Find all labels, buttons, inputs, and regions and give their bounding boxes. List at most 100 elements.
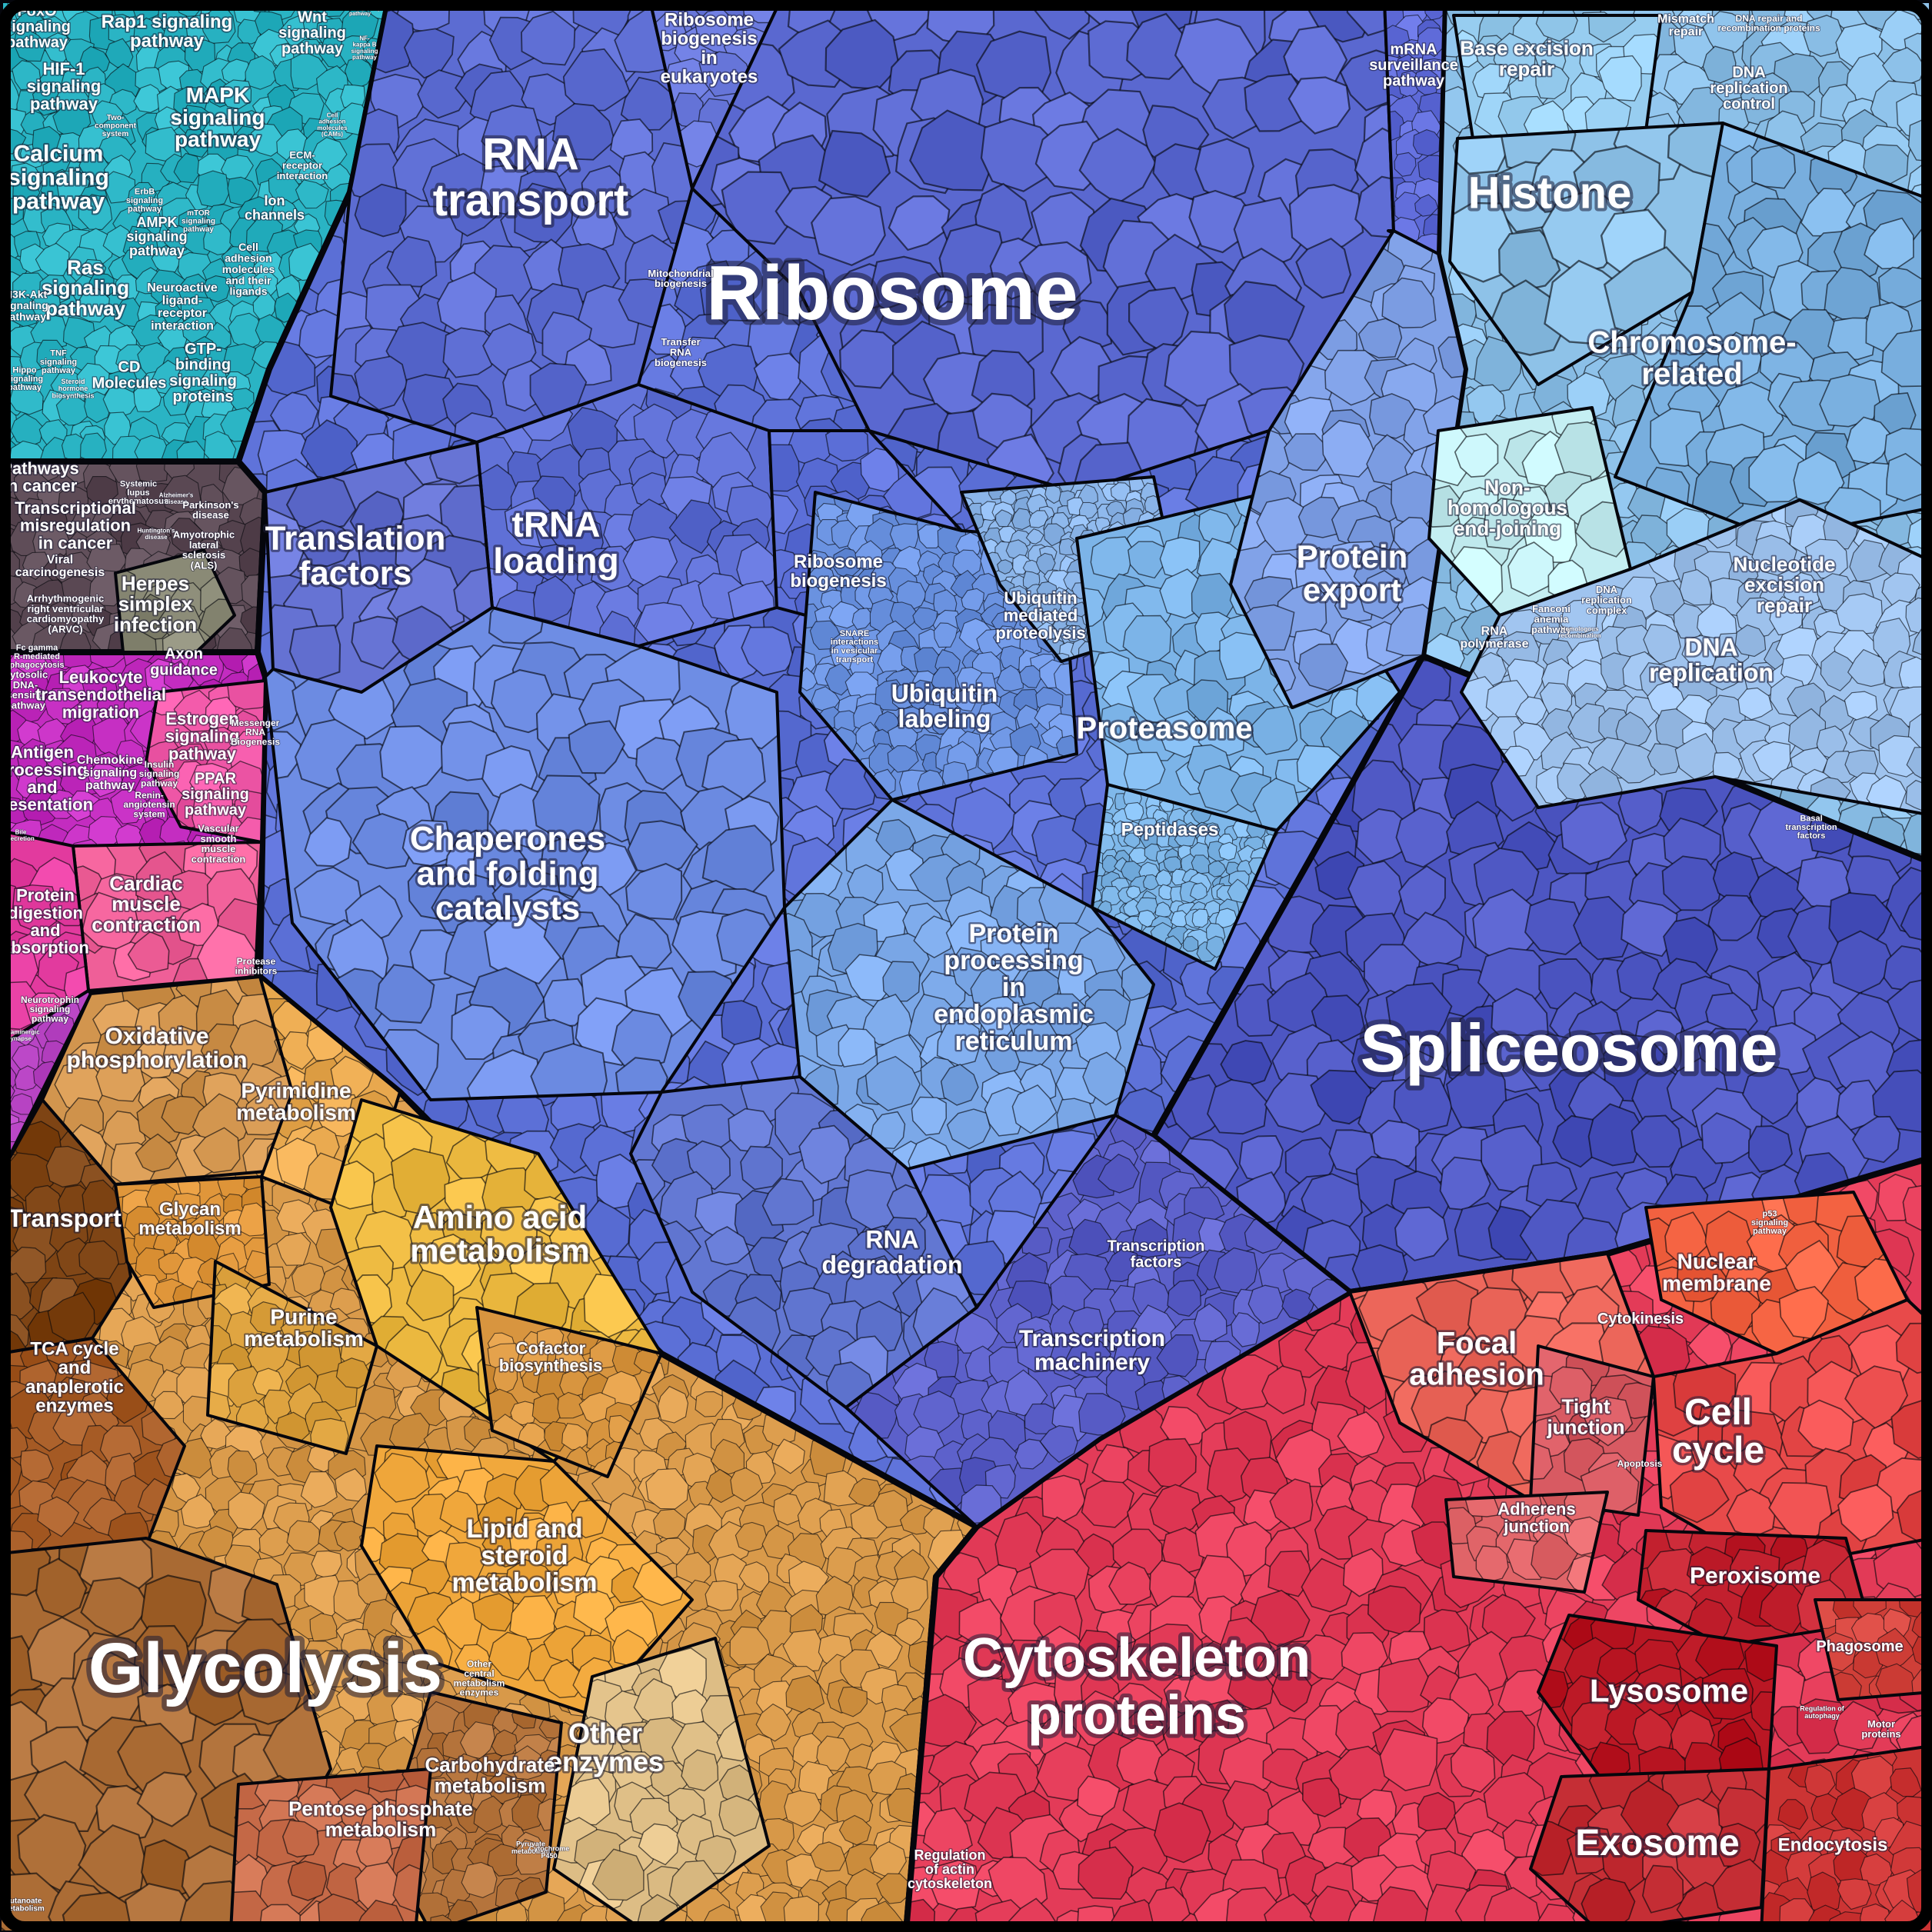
label-arvc: Arrhythmogenic right ventricular cardiomyo… (27, 592, 105, 635)
label-protease-inhibitors: Protease inhibitors (235, 956, 278, 976)
label-exosome: Exosome (1575, 1823, 1739, 1864)
label-fanconi: Fanconi anemia pathway (1531, 603, 1572, 635)
subregion-peptidases (1091, 783, 1278, 971)
label-chemokine: Chemokine signaling pathway (77, 754, 143, 792)
subregion-nuclear-membrane (1644, 1191, 1909, 1355)
label-adherens: Adherens junction (1497, 1499, 1575, 1536)
label-cd: CD Molecules (92, 359, 167, 392)
label-bile: Bile secretion (7, 829, 35, 842)
label-tca: TCA cycle and anaplerotic enzymes (25, 1338, 124, 1416)
label-spliceosome: Spliceosome (1361, 1010, 1778, 1086)
label-sle: Systemic lupus erythematosus (108, 480, 168, 507)
label-rna-transport: RNA transport (433, 129, 629, 225)
label-neuroactive: Neuroactive ligand-receptor interaction (147, 281, 218, 332)
subregion-purine (206, 1260, 378, 1455)
label-wnt: Wnt signaling pathway (278, 8, 346, 57)
label-oxidative: Oxidative phosphorylation (67, 1024, 248, 1073)
subregion-histone (1448, 122, 1724, 386)
label-glycan: Glycan metabolism (138, 1199, 241, 1239)
label-ribo-euk: Ribosome biogenesis in eukaryotes (661, 9, 758, 87)
label-gtp: GTP-binding signaling proteins (169, 341, 237, 405)
label-antigen: Antigen processing and presentation (0, 743, 93, 814)
subregion-cofactor (475, 1306, 663, 1478)
label-cytochrome-p450: Cytochrome P450 (529, 1845, 570, 1860)
label-dna-rep-complex: DNA replication complex (1581, 584, 1632, 616)
label-chromosome: Chromosome-related (1587, 325, 1796, 391)
label-cofactor: Cofactor biosynthesis (499, 1338, 602, 1375)
label-hippo: Hippo signaling pathway (6, 366, 43, 393)
label-alzheimers: Alzheimer's disease (159, 492, 194, 505)
subregion-ubiquitin-labeling (798, 491, 1078, 801)
label-regulation-autophagy: Regulation of autophagy (1800, 1705, 1844, 1720)
label-ion: Ion channels (245, 193, 305, 223)
label-tnf: TNF signaling pathway (40, 349, 77, 376)
label-rap1: Rap1 signaling pathway (102, 12, 233, 52)
label-chaperones: Chaperones and folding catalysts (410, 820, 605, 928)
label-twocomp: Two-component system (95, 114, 137, 138)
label-tight-junction: Tight junction (1546, 1395, 1624, 1439)
subregion-tca (0, 1337, 186, 1555)
label-insulin: Insulin signaling pathway (139, 759, 180, 789)
label-pi3k: PI3K-Akt signaling pathway (1, 288, 48, 322)
label-ribosome-biogenesis: Ribosome biogenesis (790, 551, 886, 591)
label-apoptosis: Apoptosis (1617, 1458, 1663, 1469)
label-herpes: Herpes simplex infection (114, 571, 197, 636)
label-base-excision: Base excision repair (1460, 37, 1593, 81)
label-dna-replication-control: DNA replication control (1710, 64, 1787, 112)
label-cytoskeleton: Cytoskeleton proteins (963, 1627, 1311, 1746)
subregion-rna-transport (329, 0, 694, 444)
label-mito-biogenesis: Mitochondrial biogenesis (648, 268, 713, 289)
label-pathways-cancer: Pathways in cancer (1, 458, 79, 495)
label-ner: Nucleotide excision repair (1734, 552, 1836, 617)
label-butanoate: Butanoate metabolism (2, 1897, 45, 1913)
label-mrna-surveillance: mRNA surveillance pathway (1369, 41, 1458, 89)
label-ppar: PPAR signaling pathway (182, 770, 249, 818)
label-protein-digestion: Protein digestion and absorption (2, 886, 89, 958)
subregion-er-processing (783, 798, 1155, 1171)
label-mismatch: Mismatch repair (1657, 12, 1714, 38)
label-camlig: Cell adhesion molecules and their ligands (222, 241, 275, 298)
subregion-dna-replication-zone (1460, 498, 1932, 817)
subregion-lysosome (1537, 1614, 1778, 1778)
label-ampk: AMPK signaling pathway (126, 215, 187, 258)
label-purine: Purine metabolism (244, 1304, 364, 1351)
label-renin: Renin-angiotensin system (123, 790, 175, 820)
label-cams: Cell adhesion molecules (CAMs) (317, 112, 348, 138)
label-erbb: ErbB signaling pathway (126, 188, 163, 215)
subregion-nhej (1427, 406, 1632, 617)
label-steroidh: Steroid hormone biosynthesis (52, 378, 94, 400)
label-cytosolic: Cytosolic DNA-sensing pathway (3, 668, 48, 711)
label-leukocyte: Leukocyte transendothelial migration (35, 668, 166, 721)
label-translation-factors: Translation factors (265, 520, 446, 592)
label-messenger-rna: Messenger RNA Biogenesis (231, 718, 280, 748)
label-axon: Axon guidance (150, 646, 218, 679)
subregion-glycan (114, 1175, 271, 1309)
label-other-central: Other central metabolism enzymes (454, 1659, 505, 1698)
label-transcription-factors: Transcription factors (1108, 1238, 1205, 1271)
label-transport: Transport (8, 1204, 122, 1232)
label-dna-replication: DNA replication (1649, 634, 1774, 687)
label-carbohydrate: Carbohydrate metabolism (425, 1754, 555, 1797)
label-homologous: Homologous recombination (1558, 626, 1601, 639)
subregion-rna-degradation (629, 1075, 978, 1409)
subregion-cardiac-zone (72, 841, 263, 992)
label-rna-polymerase: RNA polymerase (1461, 625, 1529, 650)
label-nhej: Non-homologous end-joining (1447, 475, 1567, 540)
subregion-transcription-zone (844, 1114, 1351, 1528)
label-cell-cycle: Cell cycle (1672, 1392, 1764, 1471)
label-basal-tf: Basal transcription factors (1785, 814, 1837, 841)
label-vascular: Vascular smooth muscle contraction (192, 822, 246, 864)
label-nuclear-membrane: Nuclear membrane (1662, 1249, 1771, 1295)
label-ecm: ECM-receptor interaction (277, 149, 328, 182)
label-snare: SNARE interactions in vesicular transport (831, 629, 878, 665)
label-transfer-rna: Transfer RNA biogenesis (655, 336, 707, 368)
label-ras: Ras signaling pathway (42, 255, 129, 320)
label-lysosome: Lysosome (1590, 1673, 1748, 1709)
subregion-herpes (114, 548, 236, 654)
label-neurotrophin: Neurotrophin signaling pathway (21, 994, 79, 1024)
subregion-protein-export (1229, 229, 1467, 709)
label-phagosome: Phagosome (1816, 1638, 1903, 1655)
